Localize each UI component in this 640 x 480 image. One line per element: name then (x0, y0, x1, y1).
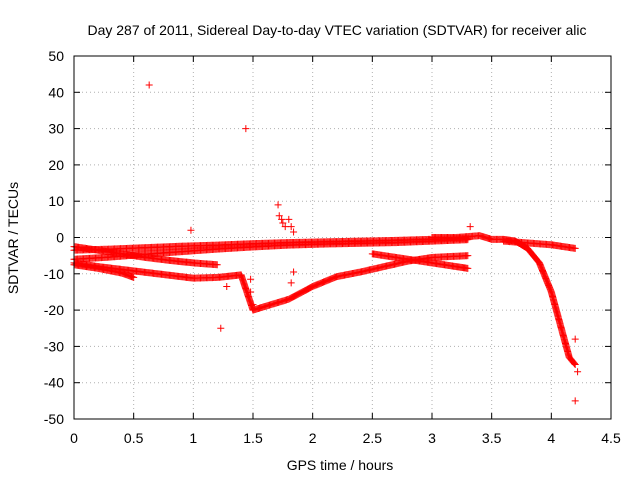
y-tick-label: -20 (44, 302, 64, 318)
outlier-point (287, 279, 295, 287)
outlier-point (574, 368, 582, 376)
chart-title: Day 287 of 2011, Sidereal Day-to-day VTE… (87, 22, 586, 38)
y-axis-title: SDTVAR / TECUs (5, 182, 21, 294)
data-point (571, 244, 579, 252)
x-tick-label: 4 (547, 430, 555, 446)
y-tick-label: -10 (44, 266, 64, 282)
data-point (570, 359, 578, 367)
outlier-point (275, 212, 283, 220)
x-tick-label: 2 (309, 430, 317, 446)
outlier-point (217, 324, 225, 332)
y-tick-label: 30 (48, 121, 64, 137)
x-tick-label: 2.5 (363, 430, 383, 446)
x-axis-title: GPS time / hours (287, 457, 394, 473)
x-tick-label: 0 (70, 430, 78, 446)
outlier-point (242, 125, 250, 133)
data-point (130, 273, 138, 281)
x-tick-label: 0.5 (124, 430, 144, 446)
outlier-point (145, 81, 153, 89)
ticks-layer: 0 0.5 1 1.5 2 2.5 3 3.5 4 4.5 -50 -40 -30 -20 -10 0 10 20… (44, 48, 621, 446)
y-tick-label: 40 (48, 84, 64, 100)
grid-layer (74, 56, 611, 419)
data-point (570, 360, 578, 368)
outlier-point (571, 335, 579, 343)
data-point (464, 252, 472, 260)
outlier-point (279, 219, 287, 227)
outlier-point (247, 275, 255, 283)
y-tick-label: -30 (44, 338, 64, 354)
y-tick-label: 0 (56, 230, 64, 246)
data-point (464, 264, 472, 272)
outlier-point (247, 288, 255, 296)
y-tick-label: -50 (44, 411, 64, 427)
outlier-point (571, 397, 579, 405)
outlier-point (290, 228, 298, 236)
data-point (571, 361, 579, 369)
outlier-point (274, 201, 282, 209)
x-tick-label: 1.5 (243, 430, 263, 446)
y-tick-label: 20 (48, 157, 64, 173)
outlier-point (278, 215, 286, 223)
outlier-point (466, 223, 474, 231)
y-tick-label: 50 (48, 48, 64, 64)
y-tick-label: 10 (48, 193, 64, 209)
outlier-point (187, 226, 195, 234)
x-tick-label: 1 (189, 430, 197, 446)
points-layer (70, 81, 582, 405)
x-tick-label: 3 (428, 430, 436, 446)
outlier-point (285, 215, 293, 223)
data-point (213, 261, 221, 269)
outlier-point (223, 283, 231, 291)
outlier-point (287, 223, 295, 231)
y-tick-label: -40 (44, 375, 64, 391)
x-tick-label: 3.5 (482, 430, 502, 446)
x-tick-label: 4.5 (601, 430, 621, 446)
outlier-point (281, 223, 289, 231)
outlier-point (249, 301, 257, 309)
outlier-point (290, 268, 298, 276)
